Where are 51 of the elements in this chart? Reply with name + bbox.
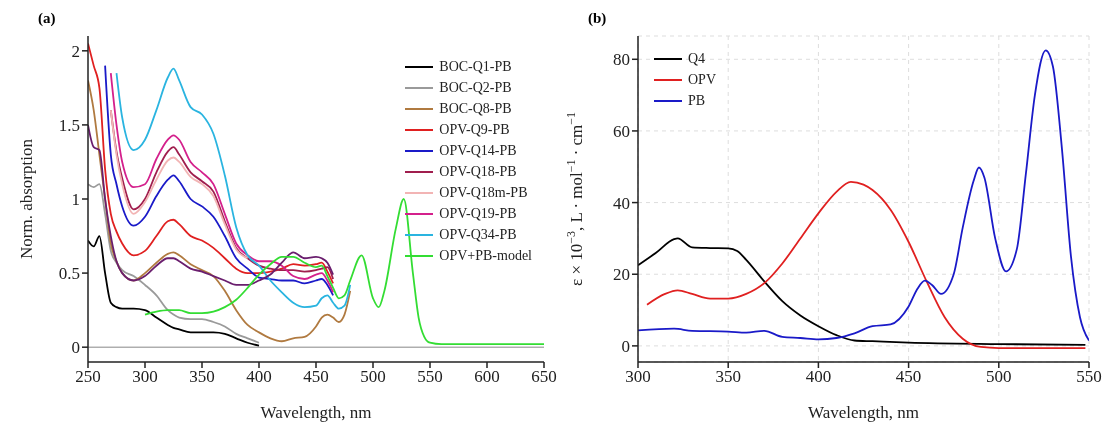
- y-tick-label: 40: [613, 193, 630, 213]
- y-tick-label: 60: [613, 121, 630, 141]
- legend-label: OPV+PB-model: [439, 247, 532, 265]
- legend-label: OPV-Q9-PB: [439, 121, 510, 139]
- y-tick-label: 80: [613, 50, 630, 70]
- y-tick-label: 1: [71, 190, 80, 210]
- line-series: [144, 198, 544, 346]
- line-series: [646, 180, 1087, 349]
- x-axis-title: Wavelength, nm: [808, 403, 919, 422]
- legend-label: Q4: [688, 50, 706, 68]
- line-series: [109, 109, 249, 260]
- x-tick-label: 350: [715, 367, 741, 387]
- line-series: [638, 237, 1087, 346]
- chart-title: (a): [38, 10, 56, 27]
- x-tick-label: 250: [75, 367, 101, 387]
- line-series: [115, 67, 352, 310]
- legend-label: BOC-Q2-PB: [439, 79, 512, 97]
- legend-label: OPV-Q14-PB: [439, 142, 517, 160]
- x-tick-label: 550: [417, 367, 443, 387]
- line-series: [88, 235, 260, 347]
- chart-title: (b): [588, 10, 607, 27]
- y-axis-title: Norm. absorption: [17, 138, 36, 259]
- legend-label: PB: [688, 92, 706, 110]
- x-tick-label: 400: [246, 367, 272, 387]
- legend-label: OPV-Q34-PB: [439, 226, 517, 244]
- x-tick-label: 500: [360, 367, 386, 387]
- y-tick-label: 20: [613, 265, 630, 285]
- x-axis-title: Wavelength, nm: [260, 403, 372, 422]
- legend-label: BOC-Q1-PB: [439, 58, 512, 76]
- x-tick-label: 400: [805, 367, 832, 387]
- y-tick-label: 0: [71, 338, 80, 358]
- x-tick-label: 500: [986, 367, 1012, 387]
- x-tick-label: 350: [189, 367, 215, 387]
- legend-label: OPV-Q18m-PB: [439, 184, 528, 202]
- legend-label: OPV-Q18-PB: [439, 163, 517, 181]
- y-tick-label: 1.5: [58, 115, 80, 135]
- y-tick-label: 0: [621, 336, 630, 356]
- x-tick-label: 600: [474, 367, 500, 387]
- line-series: [88, 183, 260, 344]
- x-tick-label: 650: [531, 367, 557, 387]
- x-tick-label: 450: [895, 367, 922, 387]
- y-tick-label: 0.5: [58, 264, 80, 284]
- x-tick-label: 450: [303, 367, 329, 387]
- x-tick-label: 300: [132, 367, 158, 387]
- x-tick-label: 550: [1076, 367, 1102, 387]
- legend-label: OPV-Q19-PB: [439, 205, 517, 223]
- y-tick-label: 2: [71, 41, 80, 61]
- legend-label: BOC-Q8-PB: [439, 100, 512, 118]
- legend-label: OPV: [688, 71, 717, 89]
- line-series: [638, 49, 1089, 342]
- x-tick-label: 300: [625, 367, 651, 387]
